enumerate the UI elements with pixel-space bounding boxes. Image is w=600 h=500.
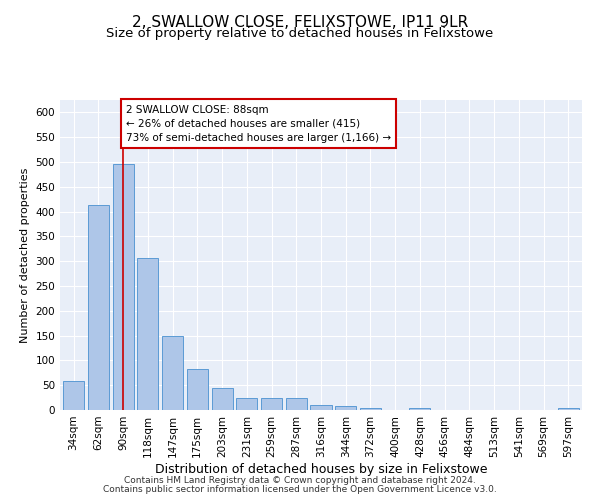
Bar [88,205,109,410]
Bar [113,164,134,410]
X-axis label: Distribution of detached houses by size in Felixstowe: Distribution of detached houses by size … [155,462,487,475]
Text: Contains public sector information licensed under the Open Government Licence v3: Contains public sector information licen… [103,485,497,494]
Bar [187,370,208,410]
Text: Contains HM Land Registry data © Crown copyright and database right 2024.: Contains HM Land Registry data © Crown c… [124,476,476,485]
Bar [236,398,257,410]
Bar [63,381,84,410]
Bar [310,405,332,410]
Text: 2, SWALLOW CLOSE, FELIXSTOWE, IP11 9LR: 2, SWALLOW CLOSE, FELIXSTOWE, IP11 9LR [132,15,468,30]
Text: 2 SWALLOW CLOSE: 88sqm
← 26% of detached houses are smaller (415)
73% of semi-de: 2 SWALLOW CLOSE: 88sqm ← 26% of detached… [126,104,391,142]
Bar [212,388,233,410]
Bar [558,408,579,410]
Bar [261,398,282,410]
Bar [137,258,158,410]
Y-axis label: Number of detached properties: Number of detached properties [20,168,30,342]
Text: Size of property relative to detached houses in Felixstowe: Size of property relative to detached ho… [106,28,494,40]
Bar [409,408,430,410]
Bar [286,398,307,410]
Bar [360,408,381,410]
Bar [162,336,183,410]
Bar [335,406,356,410]
